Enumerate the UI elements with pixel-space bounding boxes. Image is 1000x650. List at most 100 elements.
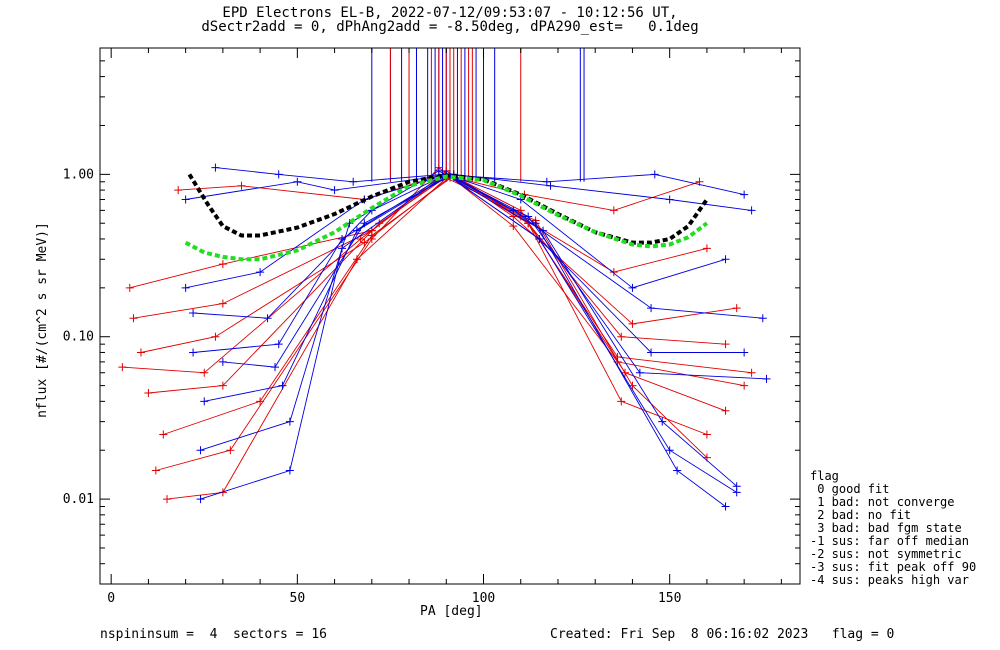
data-point	[293, 177, 302, 186]
data-point	[721, 406, 730, 415]
data-point	[546, 181, 555, 190]
legend-item: 3 bad: bad fgm state	[810, 521, 962, 535]
data-point	[285, 466, 294, 475]
y-tick-label: 1.00	[63, 167, 94, 182]
data-point	[285, 417, 294, 426]
data-point	[747, 368, 756, 377]
data-point	[218, 299, 227, 308]
chart-title-line1: EPD Electrons EL-B, 2022-07-12/09:53:07 …	[222, 5, 678, 21]
legend: flag 0 good fit 1 bad: not converge 2 ba…	[810, 470, 976, 587]
footer-nspininsum: nspininsum = 4 sectors = 16	[100, 627, 327, 642]
data-point	[211, 332, 220, 341]
data-point	[732, 488, 741, 497]
x-tick-label: 150	[658, 591, 681, 606]
data-point	[740, 381, 749, 390]
legend-item: -1 sus: far off median	[810, 534, 969, 548]
data-point	[721, 340, 730, 349]
data-point	[542, 177, 551, 186]
series-line	[129, 170, 708, 289]
data-point	[181, 283, 190, 292]
series-line	[204, 173, 726, 507]
legend-item: 0 good fit	[810, 482, 890, 496]
data-point	[762, 374, 771, 383]
series-line	[222, 175, 767, 380]
data-point	[535, 234, 544, 243]
data-point	[226, 446, 235, 455]
data-point	[189, 308, 198, 317]
data-point	[278, 381, 287, 390]
data-point	[159, 430, 168, 439]
data-point	[163, 495, 172, 504]
series-line	[140, 173, 726, 353]
plot-frame	[99, 47, 801, 585]
data-point	[256, 268, 265, 277]
data-point	[635, 368, 644, 377]
series-line	[193, 173, 745, 353]
data-point	[647, 304, 656, 313]
data-point	[647, 348, 656, 357]
black-fit-curve	[187, 173, 709, 245]
data-point	[628, 283, 637, 292]
data-point	[330, 186, 339, 195]
data-point	[758, 314, 767, 323]
data-point	[524, 212, 533, 221]
x-tick-label: 100	[472, 591, 495, 606]
series-line	[200, 170, 737, 487]
data-point	[274, 340, 283, 349]
data-point	[613, 353, 622, 362]
y-tick-label: 0.10	[63, 330, 94, 345]
legend-item: -3 sus: fit peak off 90	[810, 560, 977, 574]
data-point	[539, 226, 548, 235]
x-tick-label: 0	[107, 591, 115, 606]
data-point	[352, 255, 361, 264]
data-point	[136, 348, 145, 357]
data-point	[263, 314, 272, 323]
legend-item: 2 bad: no fit	[810, 508, 912, 522]
data-point	[218, 381, 227, 390]
series-line	[163, 175, 708, 435]
x-tick-label: 50	[290, 591, 306, 606]
data-point	[747, 206, 756, 215]
data-point	[367, 231, 376, 240]
data-point	[125, 283, 134, 292]
data-point	[628, 319, 637, 328]
data-point	[144, 389, 153, 398]
data-point	[650, 170, 659, 179]
y-axis-label: nflux [#/(cm^2 s sr MeV)]	[35, 222, 50, 418]
data-point	[721, 502, 730, 511]
data-point	[702, 244, 711, 253]
data-point	[274, 170, 283, 179]
data-point	[211, 163, 220, 172]
data-point	[740, 190, 749, 199]
data-point	[702, 430, 711, 439]
data-point	[271, 363, 279, 372]
data-point	[196, 446, 205, 455]
data-point	[673, 466, 682, 475]
data-point	[609, 268, 618, 277]
data-point	[617, 397, 626, 406]
green-fit-curve	[184, 174, 709, 262]
series-line	[166, 177, 708, 500]
legend-item: 1 bad: not converge	[810, 495, 955, 509]
series-line	[215, 167, 745, 196]
data-point	[349, 177, 358, 186]
data-point	[665, 446, 674, 455]
data-point	[218, 260, 227, 269]
data-point	[118, 363, 127, 372]
data-point	[740, 348, 749, 357]
legend-item: -4 sus: peaks high var	[810, 573, 969, 587]
chart-title-line2: dSectr2add = 0, dPhAng2add = -8.50deg, d…	[201, 19, 699, 35]
data-point	[617, 332, 626, 341]
data-point	[218, 357, 227, 366]
data-point	[256, 397, 265, 406]
data-point	[609, 206, 618, 215]
data-point	[360, 219, 369, 228]
data-point	[174, 186, 183, 195]
data-point	[200, 368, 209, 377]
data-point	[721, 255, 730, 264]
data-point	[189, 348, 198, 357]
data-point	[732, 304, 741, 313]
data-point	[509, 222, 518, 231]
data-point	[151, 466, 160, 475]
series-line	[148, 173, 726, 412]
